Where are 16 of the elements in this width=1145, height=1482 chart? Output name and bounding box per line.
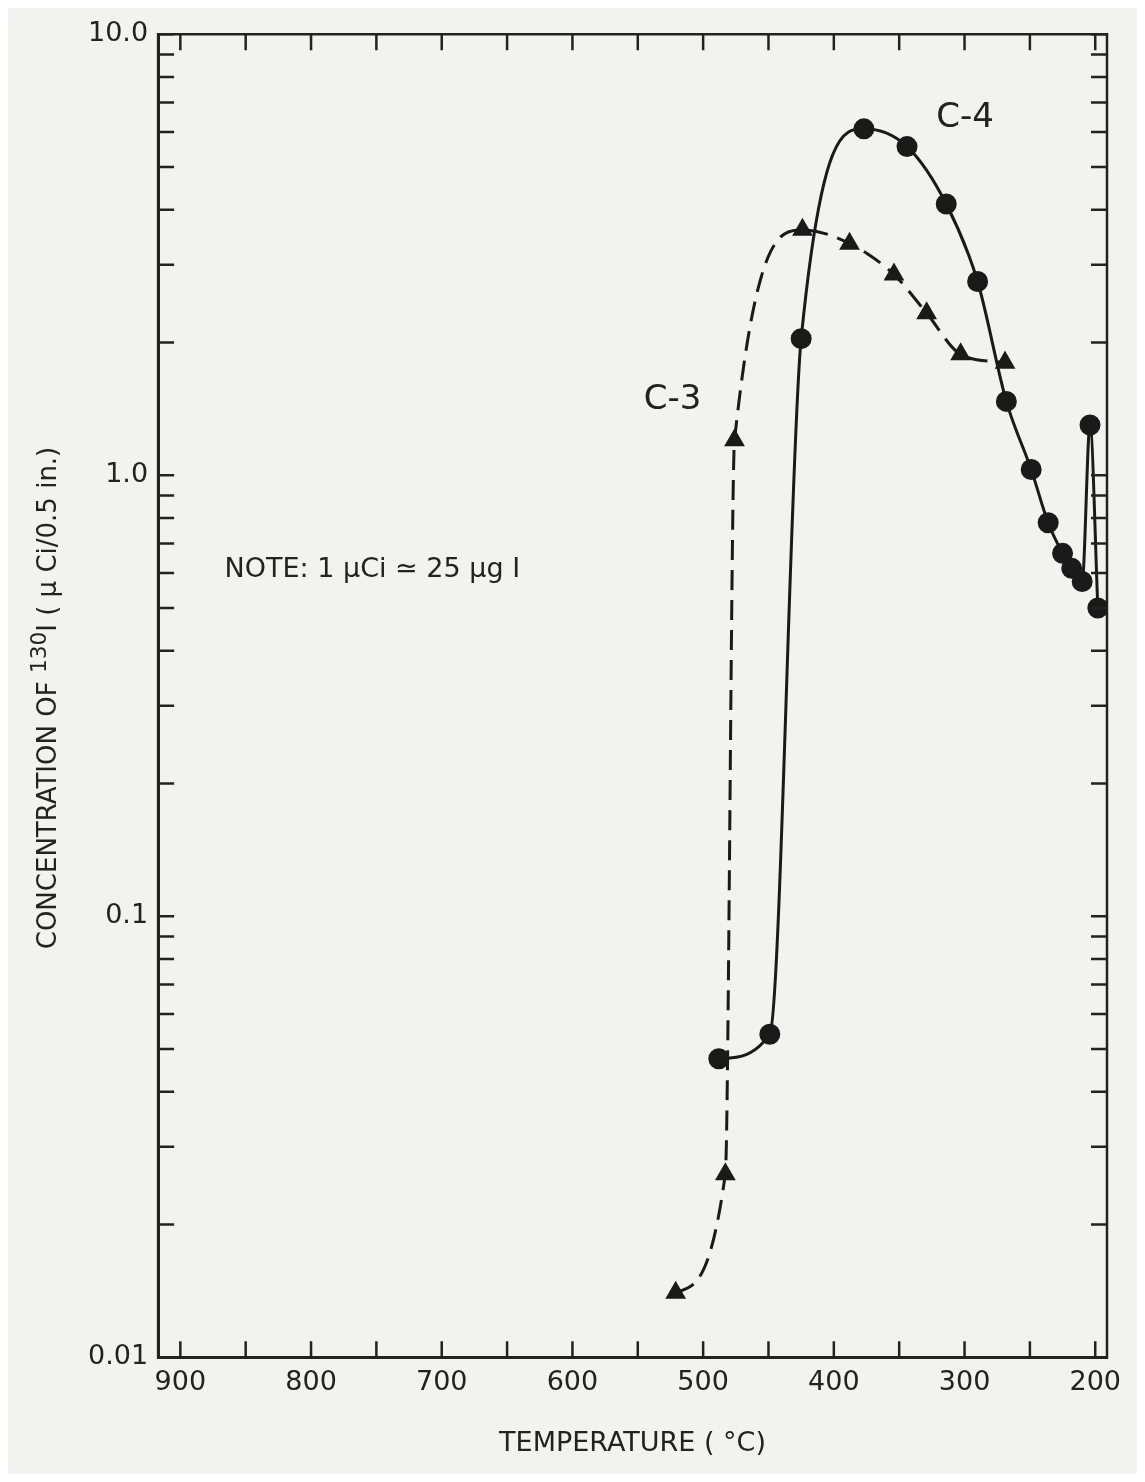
- y-tick-label: 1.0: [105, 457, 149, 489]
- x-tick-label: 700: [415, 1365, 468, 1397]
- x-tick-label: 800: [285, 1365, 337, 1397]
- y-tick-label: 0.1: [105, 898, 149, 930]
- x-tick-label: 500: [677, 1365, 729, 1397]
- x-tick-label: 200: [1069, 1365, 1122, 1397]
- x-tick-label: 900: [154, 1365, 207, 1397]
- x-tick-label: 400: [808, 1365, 860, 1397]
- y-tick-label: 10.0: [87, 16, 149, 48]
- annotation: NOTE: 1 μCi ≃ 25 μg I: [224, 552, 521, 584]
- series-label: C-3: [643, 377, 702, 418]
- x-tick-label: 300: [938, 1365, 991, 1397]
- x-axis-title: TEMPERATURE ( °C): [498, 1425, 766, 1457]
- x-tick-label: 600: [546, 1365, 599, 1397]
- series-label: C-4: [936, 95, 994, 136]
- y-tick-label: 0.01: [87, 1339, 149, 1371]
